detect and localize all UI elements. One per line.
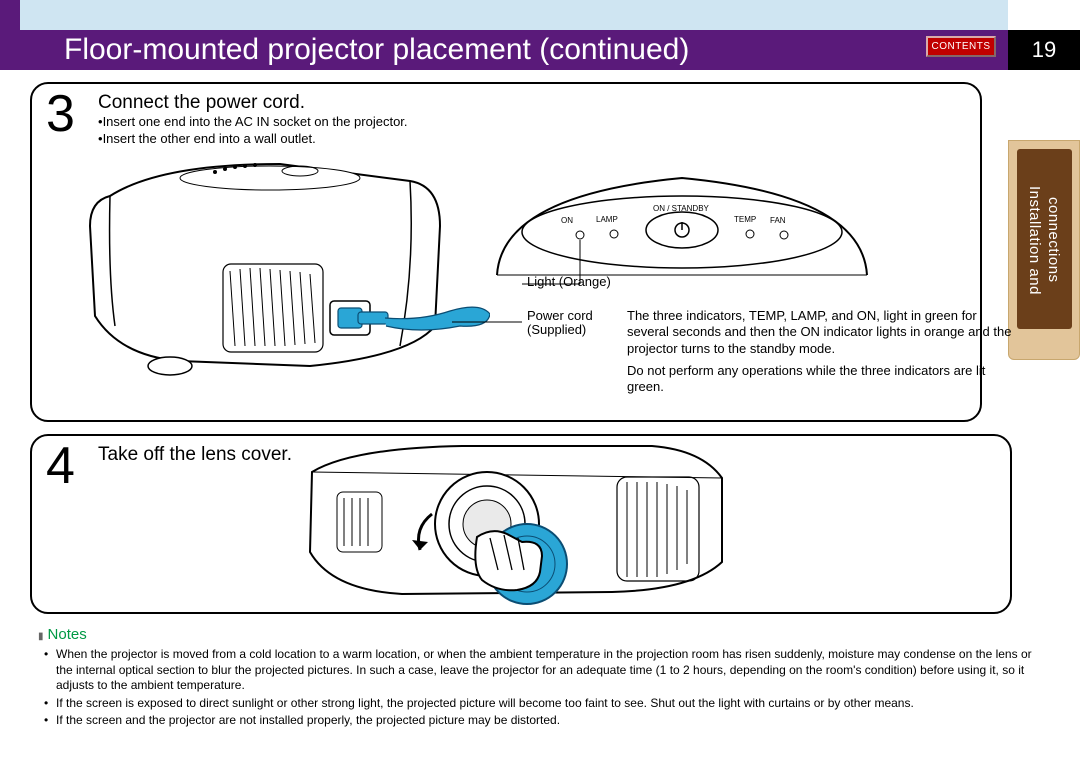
- step-3-bullet: Insert the other end into a wall outlet.: [98, 131, 408, 148]
- step-4-number: 4: [46, 436, 75, 496]
- step-3-description: The three indicators, TEMP, LAMP, and ON…: [627, 308, 1012, 401]
- ctrl-on-label: ON: [561, 216, 573, 225]
- notes-item: If the screen is exposed to direct sunli…: [38, 696, 1038, 712]
- step-3-box: 3 Connect the power cord. Insert one end…: [30, 82, 982, 422]
- ctrl-lamp-label: LAMP: [596, 215, 618, 224]
- step-4-box: 4 Take off the lens cover.: [30, 434, 1012, 614]
- control-panel-diagram: [492, 160, 872, 280]
- step-4-title: Take off the lens cover.: [98, 444, 292, 466]
- ctrl-fan-label: FAN: [770, 216, 786, 225]
- step-3-desc-p1: The three indicators, TEMP, LAMP, and ON…: [627, 308, 1012, 357]
- step-3-number: 3: [46, 84, 75, 144]
- projector-diagram: [60, 156, 490, 416]
- notes-item: If the screen and the projector are not …: [38, 713, 1038, 729]
- lens-cover-diagram: [292, 442, 732, 610]
- contents-button[interactable]: CONTENTS: [926, 36, 996, 57]
- section-tab-line2: connections: [1045, 197, 1062, 283]
- page-number: 19: [1032, 37, 1056, 63]
- page-number-box: 19: [1008, 30, 1080, 70]
- leader-cord: [452, 312, 522, 332]
- section-tab-line1: Installation and: [1026, 186, 1043, 295]
- ctrl-standby-label: ON / STANDBY: [653, 204, 709, 213]
- page-title-bar: Floor-mounted projector placement (conti…: [0, 30, 1008, 70]
- annot-light: Light (Orange): [527, 274, 611, 290]
- page-title: Floor-mounted projector placement (conti…: [64, 33, 689, 67]
- section-tab-text: Installation and connections: [1020, 160, 1068, 320]
- step-3-title: Connect the power cord.: [98, 92, 305, 114]
- notes-list: When the projector is moved from a cold …: [38, 647, 1038, 729]
- notes-title: Notes: [38, 626, 1038, 643]
- notes-item: When the projector is moved from a cold …: [38, 647, 1038, 694]
- annot-cord2: (Supplied): [527, 322, 586, 338]
- step-3-desc-p2: Do not perform any operations while the …: [627, 363, 1012, 396]
- ctrl-temp-label: TEMP: [734, 215, 756, 224]
- header-band: [20, 0, 1008, 32]
- step-3-bullet: Insert one end into the AC IN socket on …: [98, 114, 408, 131]
- header-stripe: [0, 0, 20, 32]
- step-3-body: Insert one end into the AC IN socket on …: [98, 114, 408, 148]
- notes-section: Notes When the projector is moved from a…: [38, 626, 1038, 731]
